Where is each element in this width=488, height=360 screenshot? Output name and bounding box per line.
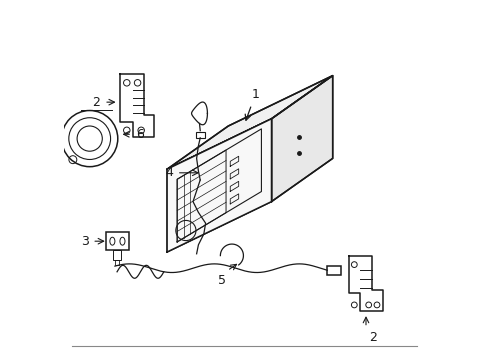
Polygon shape (167, 119, 271, 252)
Text: 2: 2 (369, 331, 377, 344)
Polygon shape (271, 76, 332, 202)
Text: 2: 2 (92, 96, 101, 109)
Text: 5: 5 (217, 274, 225, 287)
Bar (196, 132, 204, 138)
Text: 3: 3 (81, 235, 88, 248)
Text: 1: 1 (251, 88, 259, 101)
Text: 4: 4 (165, 166, 173, 179)
Bar (326, 266, 340, 275)
Bar (115, 260, 119, 265)
Text: 6: 6 (136, 128, 144, 141)
Polygon shape (167, 76, 332, 169)
Bar (106, 232, 129, 250)
Bar (113, 250, 121, 260)
